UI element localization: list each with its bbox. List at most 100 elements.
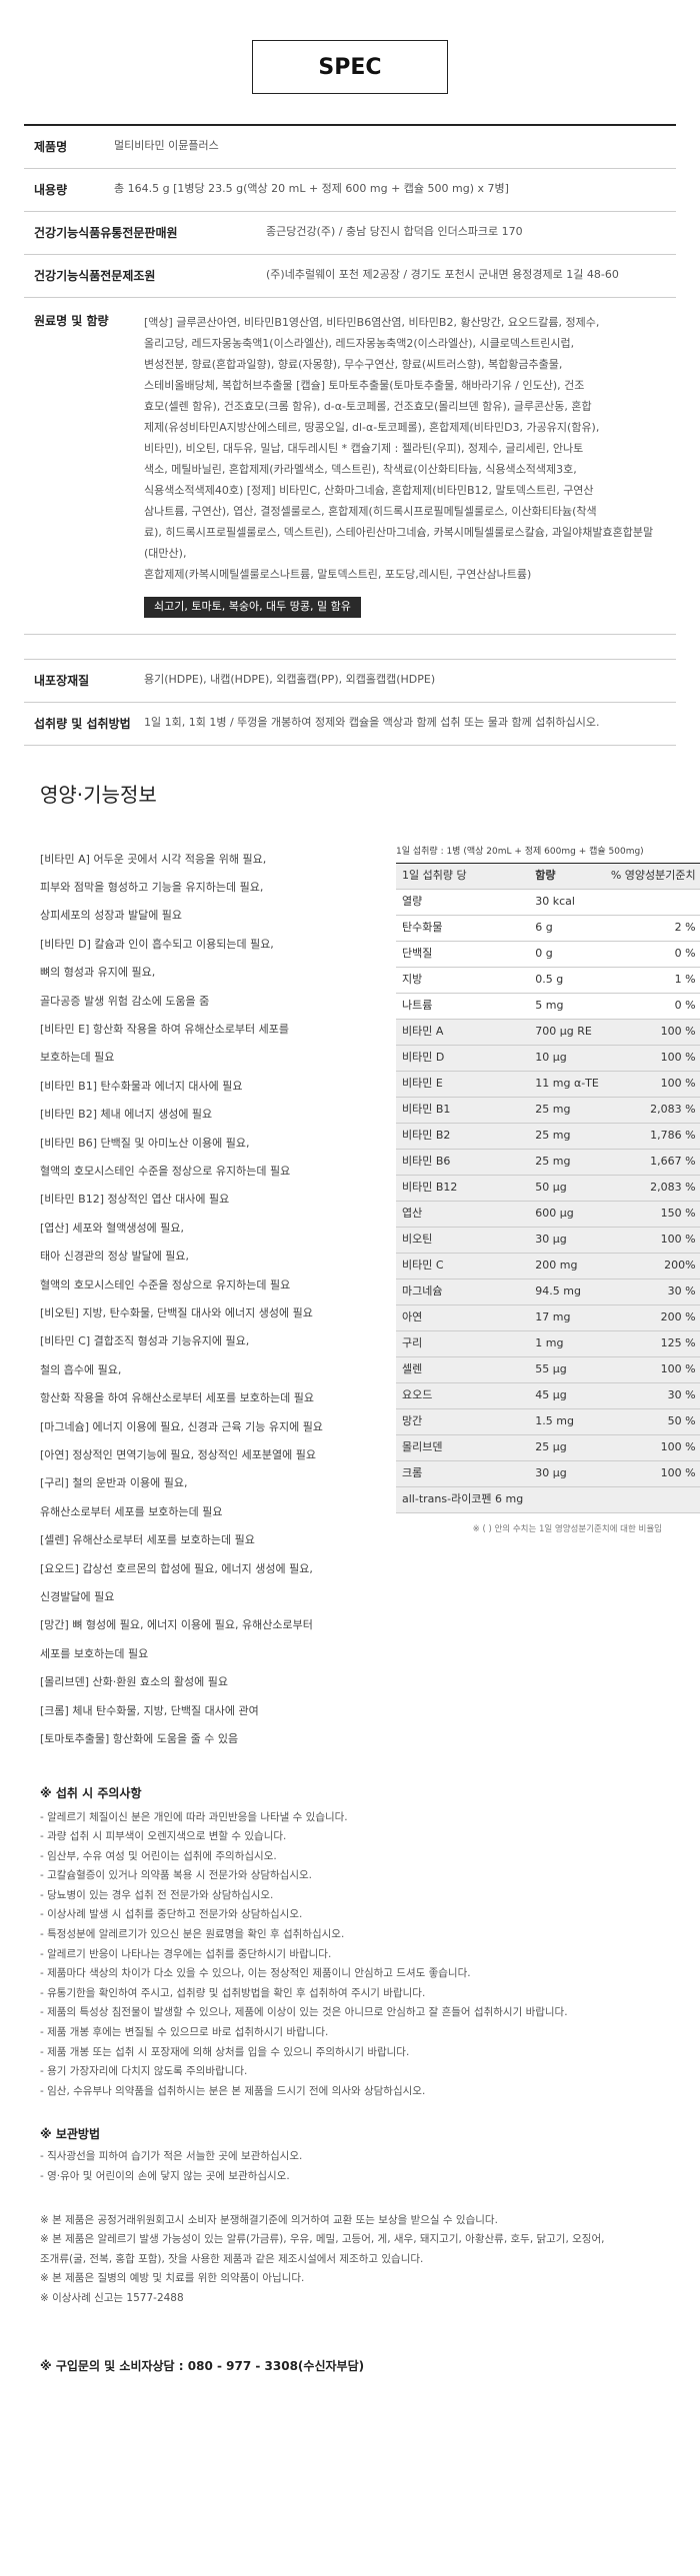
table-cell: 600 μg [529, 1201, 605, 1228]
function-item: 유해산소로부터 세포를 보호하는데 필요 [40, 1504, 223, 1518]
table-cell: 100 % [604, 1434, 700, 1461]
note-item: 조개류(굴, 전복, 홍합 포함), 잣을 사용한 제품과 같은 제조시설에서 … [40, 2252, 424, 2265]
table-row: 몰리브덴 25 μg 100 % [396, 1434, 700, 1461]
caution-item: - 제품의 특성상 침전물이 발생할 수 있으나, 제품에 이상이 있는 것은 … [40, 2006, 568, 2019]
table-header-cell: 1일 섭취량 당 [396, 863, 530, 890]
spec-value: (주)네추럴웨이 포천 제2공장 / 경기도 포천시 군내면 용정경제로 1길 … [266, 268, 619, 281]
table-cell: 1 % [604, 967, 700, 994]
ingredient-line: 식용색소적색제40호) [정제] 비타민C, 산화마그네슘, 혼합제제(비타민B… [144, 484, 594, 497]
table-cell: 비타민 D [396, 1045, 530, 1072]
table-row: 비타민 B12 50 μg 2,083 % [396, 1175, 700, 1202]
table-cell: 2 % [604, 915, 700, 942]
function-item: 신경발달에 필요 [40, 1590, 115, 1604]
function-item: [비타민 B6] 단백질 및 아미노산 이용에 필요, [40, 1136, 250, 1150]
table-header-cell: 함량 [529, 863, 605, 890]
table-row: 망간 1.5 mg 50 % [396, 1408, 700, 1435]
spec-row-product-name: 제품명 멀티비타민 이뮨플러스 [24, 126, 676, 169]
spec-label: 제품명 [34, 140, 68, 154]
function-item: [비타민 B2] 체내 에너지 생성에 필요 [40, 1108, 213, 1122]
table-cell: 몰리브덴 [396, 1434, 530, 1461]
note-item: ※ 이상사례 신고는 1577-2488 [40, 2291, 184, 2304]
table-cell: 100 % [604, 1071, 700, 1098]
table-cell: 50 % [604, 1408, 700, 1435]
table-cell: 100 % [604, 1227, 700, 1254]
table-cell: 25 mg [529, 1149, 605, 1176]
function-item: [망간] 뼈 형성에 필요, 에너지 이용에 필요, 유해산소로부터 [40, 1618, 313, 1632]
function-item: [요오드] 갑상선 호르몬의 합성에 필요, 에너지 생성에 필요, [40, 1561, 313, 1575]
table-cell: 700 μg RE [529, 1019, 605, 1046]
table-cell: 5 mg [529, 993, 605, 1020]
ingredient-line: [액상] 글루콘산아연, 비타민B1영산염, 비타민B6염산염, 비타민B2, … [144, 316, 600, 329]
caution-item: - 제품마다 색상의 차이가 다소 있을 수 있으나, 이는 정상적인 제품이니… [40, 1967, 471, 1980]
note-item: ※ 본 제품은 알레르기 발생 가능성이 있는 알류(가금류), 우유, 메밀,… [40, 2233, 605, 2246]
table-row: 나트륨 5 mg 0 % [396, 993, 700, 1020]
table-row: all-trans-라이코펜 6 mg [396, 1486, 700, 1513]
table-cell: 마그네슘 [396, 1279, 530, 1305]
table-row: 비오틴 30 μg 100 % [396, 1227, 700, 1254]
caution-item: - 제품 개봉 또는 섭취 시 포장재에 의해 상처를 입을 수 있으니 주의하… [40, 2045, 410, 2058]
allergen-badge: 쇠고기, 토마토, 복숭아, 대두 땅콩, 밀 함유 [144, 597, 361, 618]
table-cell: 100 % [604, 1460, 700, 1487]
table-row: 비타민 B6 25 mg 1,667 % [396, 1149, 700, 1176]
table-row: 요오드 45 μg 30 % [396, 1382, 700, 1409]
caution-title: ※ 섭취 시 주의사항 [40, 1785, 142, 1800]
table-cell: 10 μg [529, 1045, 605, 1072]
spec-value: 용기(HDPE), 내캡(HDPE), 외캡홀캡(PP), 외캡홀캡캡(HDPE… [144, 672, 436, 686]
function-item: [셀렌] 유해산소로부터 세포를 보호하는데 필요 [40, 1533, 255, 1547]
function-item: [아연] 정상적인 면역기능에 필요, 정상적인 세포분열에 필요 [40, 1448, 316, 1462]
caution-item: - 고칼슘혈증이 있거나 의약품 복용 시 전문가와 상담하십시오. [40, 1869, 312, 1882]
function-item: [엽산] 세포와 혈액생성에 필요, [40, 1221, 185, 1235]
function-item: 항산화 작용을 하여 유해산소로부터 세포를 보호하는데 필요 [40, 1391, 314, 1405]
table-cell: 비타민 B1 [396, 1097, 530, 1124]
ingredients-block: [액상] 글루콘산아연, 비타민B1영산염, 비타민B6염산염, 비타민B2, … [144, 312, 666, 618]
storage-list: - 직사광선을 피하여 습기가 적은 서늘한 곳에 보관하십시오. - 영·유아 … [40, 2147, 676, 2186]
function-item: [크롬] 체내 탄수화물, 지방, 단백질 대사에 관여 [40, 1703, 259, 1717]
ingredient-line: 비타민), 비오틴, 대두유, 밀납, 대두레시틴 * 캡슐기제 : 젤라틴(우… [144, 442, 584, 455]
spec-title: SPEC [252, 40, 448, 94]
table-cell: 열량 [396, 889, 530, 916]
table-caption: 1일 섭취량 : 1병 (액상 20mL + 정제 600mg + 캡슐 500… [396, 846, 644, 857]
ingredients-text: [액상] 글루콘산아연, 비타민B1영산염, 비타민B6염산염, 비타민B2, … [144, 312, 666, 585]
function-item: 혈액의 호모시스테인 수준을 정상으로 유지하는데 필요 [40, 1164, 291, 1178]
table-cell: 200 % [604, 1304, 700, 1331]
storage-title: ※ 보관방법 [40, 2127, 101, 2142]
function-item: [비타민 B1] 탄수화물과 에너지 대사에 필요 [40, 1079, 243, 1093]
table-cell: 단백질 [396, 941, 530, 968]
table-cell: 비타민 C [396, 1253, 530, 1280]
table-row: 열량 30 kcal [396, 889, 700, 916]
ingredient-line: 올리고당, 레드자몽농축액1(이스라엘산), 레드자몽농축액2(이스라엘산), … [144, 337, 575, 350]
table-cell: 탄수화물 [396, 915, 530, 942]
table-cell: 비타민 B2 [396, 1123, 530, 1150]
function-item: [비오틴] 지방, 탄수화물, 단백질 대사와 에너지 생성에 필요 [40, 1306, 313, 1319]
table-cell: 구리 [396, 1330, 530, 1357]
notes-list: ※ 본 제품은 공정거래위원회고시 소비자 분쟁해결기준에 의거하여 교환 또는… [40, 2211, 676, 2309]
ingredient-line: 제제(유성비타민A지방산에스테르, 땅콩오일, dl-α-토코페롤), 혼합제제… [144, 421, 600, 434]
table-cell: 200% [604, 1253, 700, 1280]
spec-value: 멀티비타민 이뮨플러스 [114, 139, 219, 152]
table-cell: 30 kcal [529, 889, 605, 916]
spec-label: 내포장재질 [34, 673, 90, 688]
caution-item: - 알레르기 반응이 나타나는 경우에는 섭취를 중단하시기 바랍니다. [40, 1947, 332, 1960]
table-row: 구리 1 mg 125 % [396, 1330, 700, 1357]
ingredient-line: 색소, 메틸바닐린, 혼합제제(카라멜색소, 덱스트린), 착색료(이산화티타늄… [144, 463, 577, 476]
caution-item: - 알레르기 체질이신 분은 개인에 따라 과민반응을 나타낼 수 있습니다. [40, 1810, 348, 1823]
caution-item: - 유통기한을 확인하여 주시고, 섭취량 및 섭취방법을 확인 후 섭취하여 … [40, 1986, 426, 1999]
table-cell: 11 mg α-TE [529, 1071, 605, 1098]
ingredient-line: 삼나트륨, 구연산), 엽산, 결정셀룰로스, 혼합제제(히드록시프로필메틸셀룰… [144, 505, 597, 518]
table-cell: 0.5 g [529, 967, 605, 994]
function-item: 뼈의 형성과 유지에 필요, [40, 966, 156, 980]
note-item: ※ 본 제품은 공정거래위원회고시 소비자 분쟁해결기준에 의거하여 교환 또는… [40, 2213, 498, 2226]
function-item: [토마토추출물] 항산화에 도움을 줄 수 있음 [40, 1732, 239, 1746]
table-cell: 30 % [604, 1382, 700, 1409]
spec-row-intake: 섭취량 및 섭취방법 1일 1회, 1회 1병 / 뚜껑을 개봉하여 정제와 캡… [24, 703, 676, 746]
table-cell: 25 mg [529, 1097, 605, 1124]
table-cell: 100 % [604, 1045, 700, 1072]
table-row: 마그네슘 94.5 mg 30 % [396, 1279, 700, 1305]
table-cell: 45 μg [529, 1382, 605, 1409]
table-cell: 엽산 [396, 1201, 530, 1228]
ingredient-line: 변성전분, 향료(혼합과일향), 향료(자몽향), 무수구연산, 향료(씨트러스… [144, 358, 563, 371]
function-item: 철의 흡수에 필요, [40, 1362, 122, 1376]
